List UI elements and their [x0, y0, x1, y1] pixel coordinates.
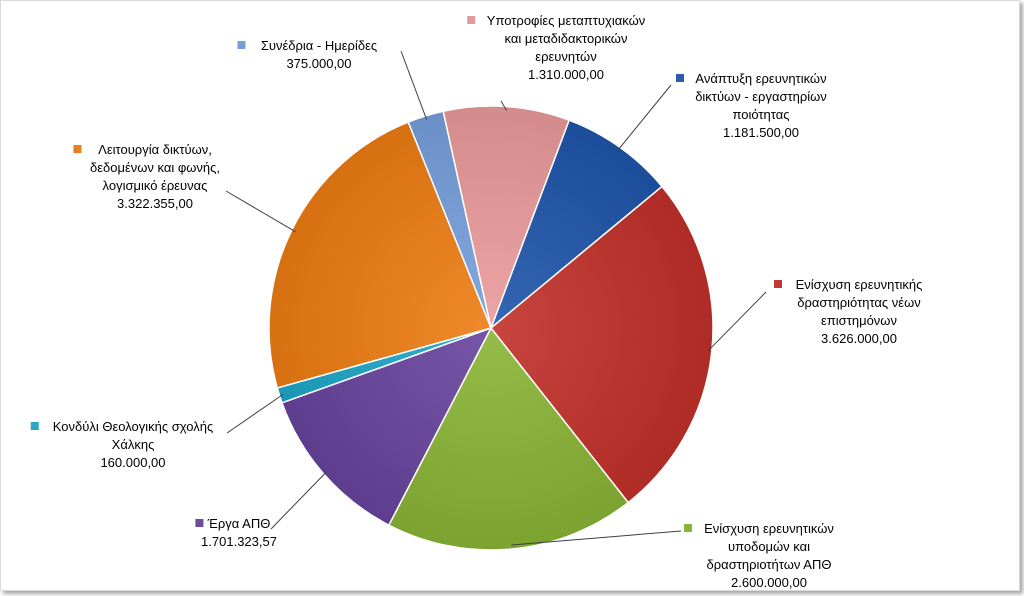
- leader-line-7: [400, 50, 428, 120]
- leader-line-3: [511, 530, 682, 546]
- legend-key-1: [676, 74, 684, 82]
- data-label-line: δεδομένων και φωνής,: [90, 160, 220, 175]
- legend-key-6: [73, 145, 82, 153]
- data-label-value: 2.600.000,00: [731, 575, 807, 590]
- data-label-7: Συνέδρια - Ημερίδες 375.000,00: [237, 38, 377, 71]
- data-label-value: 1.701.323,57: [201, 534, 277, 549]
- data-label-value: 375.000,00: [286, 56, 351, 71]
- data-label-line: Λειτουργία δικτύων,: [98, 142, 212, 157]
- leader-line-8: [500, 100, 507, 111]
- data-label-line: δραστηριοτήτων ΑΠΘ: [707, 557, 832, 572]
- data-label-line: δραστηριότητας νέων: [797, 295, 921, 310]
- leader-line-6: [225, 190, 296, 233]
- data-label-line: ποιότητας: [732, 107, 789, 122]
- data-label-3: Ενίσχυση ερευνητικών υποδομών και δραστηρι…: [684, 521, 834, 590]
- data-label-2: Ενίσχυση ερευνητικής δραστηριότητας νέων ε…: [774, 277, 922, 346]
- data-label-line: ερευνητών: [535, 49, 596, 64]
- data-label-value: 160.000,00: [100, 455, 165, 470]
- data-label-line: Κονδύλι Θεολογικής σχολής: [53, 419, 213, 434]
- data-label-line: Χάλκης: [112, 437, 155, 452]
- leader-line-2: [707, 291, 767, 352]
- pie-slice-2: [489, 185, 714, 504]
- pie-slice-3: [387, 326, 630, 551]
- data-label-value: 1.310.000,00: [528, 67, 604, 82]
- data-label-line: Έργα ΑΠΘ: [207, 516, 271, 531]
- data-label-4: Έργα ΑΠΘ 1.701.323,57: [195, 516, 277, 549]
- legend-key-7: [237, 41, 246, 49]
- leader-line-1: [617, 84, 672, 151]
- data-label-line: Υποτροφίες μεταπτυχιακών: [487, 13, 645, 28]
- data-label-line: Ενίσχυση ερευνητικής: [796, 277, 923, 292]
- data-label-value: 3.626.000,00: [821, 331, 897, 346]
- data-label-line: δικτύων - εργαστηρίων: [695, 89, 827, 104]
- leader-line-5: [226, 393, 284, 434]
- legend-key-8: [467, 16, 476, 24]
- data-label-1: Ανάπτυξη ερευνητικών δικτύων - εργαστηρίω…: [676, 71, 827, 140]
- data-label-line: Ενίσχυση ερευνητικών: [704, 521, 834, 536]
- data-label-line: Ανάπτυξη ερευνητικών: [695, 71, 826, 86]
- pie-slice-8: [442, 105, 571, 331]
- data-label-6: Λειτουργία δικτύων, δεδομένων και φωνής, λ…: [73, 142, 220, 211]
- data-label-line: επιστημόνων: [821, 313, 897, 328]
- legend-key-2: [774, 280, 782, 288]
- legend-key-5: [30, 422, 39, 430]
- legend-key-4: [195, 519, 204, 527]
- data-label-value: 1.181.500,00: [723, 125, 799, 140]
- data-label-5: Κονδύλι Θεολογικής σχολής Χάλκης 160.000,0…: [30, 419, 213, 470]
- data-label-8: Υποτροφίες μεταπτυχιακών και μεταδιδακτορ…: [467, 13, 645, 82]
- data-label-line: υποδομών και: [728, 539, 810, 554]
- legend-key-3: [684, 524, 692, 532]
- data-label-value: 3.322.355,00: [117, 196, 193, 211]
- data-label-line: και μεταδιδακτορικών: [505, 31, 628, 46]
- leader-line-4: [270, 471, 328, 530]
- data-label-line: λογισμικό έρευνας: [103, 178, 208, 193]
- data-label-line: Συνέδρια - Ημερίδες: [261, 38, 377, 53]
